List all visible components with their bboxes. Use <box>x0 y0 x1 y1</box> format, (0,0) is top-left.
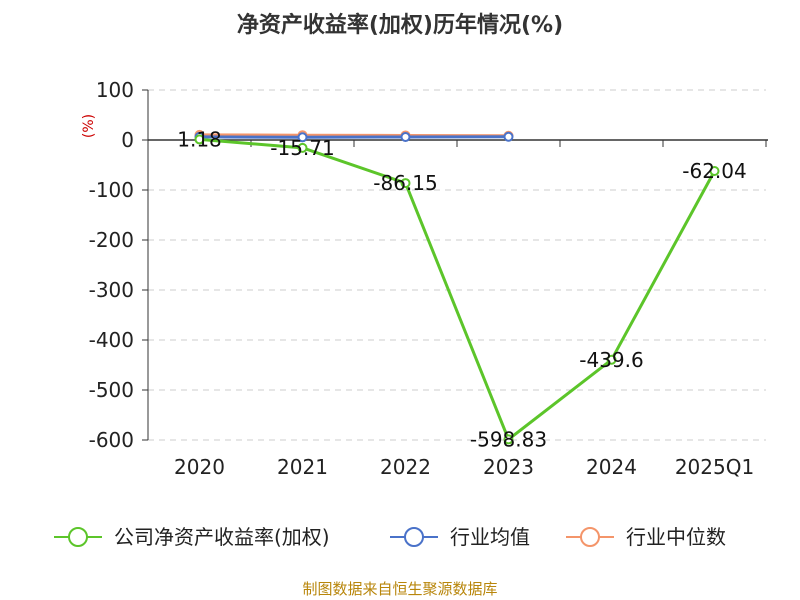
y-tick-label: -300 <box>89 278 134 302</box>
legend-label: 公司净资产收益率(加权) <box>114 525 330 549</box>
y-tick-label: 0 <box>121 128 134 152</box>
chart-title: 净资产收益率(加权)历年情况(%) <box>237 12 563 38</box>
legend-marker <box>580 527 600 547</box>
data-point <box>400 131 411 142</box>
axes <box>142 89 768 441</box>
data-point <box>503 131 514 142</box>
data-point <box>709 166 720 177</box>
series-line-0 <box>199 137 716 441</box>
y-tick-label: -200 <box>89 228 134 252</box>
y-tick-label: -600 <box>89 428 134 452</box>
data-label: -15.71 <box>270 136 334 160</box>
y-tick-label: -100 <box>89 178 134 202</box>
legend-label: 行业均值 <box>450 525 530 549</box>
grid <box>148 89 766 441</box>
data-point <box>297 132 308 143</box>
x-tick-label: 2021 <box>277 455 328 479</box>
legend-label: 行业中位数 <box>626 525 726 549</box>
legend-marker <box>68 527 88 547</box>
y-tick-label: -400 <box>89 328 134 352</box>
data-point <box>400 178 411 189</box>
x-tick-label: 2020 <box>174 455 225 479</box>
data-label: -439.6 <box>579 348 643 372</box>
x-tick-label: 2025Q1 <box>675 455 754 479</box>
data-label: -598.83 <box>470 427 547 451</box>
series-line-1 <box>199 135 509 139</box>
data-point <box>503 434 514 445</box>
y-axis-label: (%) <box>81 114 97 138</box>
x-tick-label: 2024 <box>586 455 637 479</box>
data-label: -86.15 <box>373 171 437 195</box>
source-note: 制图数据来自恒生聚源数据库 <box>302 580 497 598</box>
x-tick-label: 2023 <box>483 455 534 479</box>
data-label: -62.04 <box>682 159 746 183</box>
data-labels: 1.18 -15.71 -86.15 -598.83 -439.6 -62.04 <box>177 127 747 451</box>
x-tick-label: 2022 <box>380 455 431 479</box>
y-tick-label: 100 <box>96 78 134 102</box>
legend-marker <box>404 527 424 547</box>
data-point <box>297 142 308 153</box>
data-point <box>606 354 617 365</box>
y-tick-label: -500 <box>89 378 134 402</box>
legend: 公司净资产收益率(加权) 行业均值 行业中位数 <box>54 525 726 549</box>
tick-labels: 100 0 -100 -200 -300 -400 -500 -600 2020 2021 2022… <box>89 78 755 479</box>
data-point <box>194 134 205 145</box>
data-label: 1.18 <box>177 127 222 151</box>
series-lines <box>194 129 720 445</box>
